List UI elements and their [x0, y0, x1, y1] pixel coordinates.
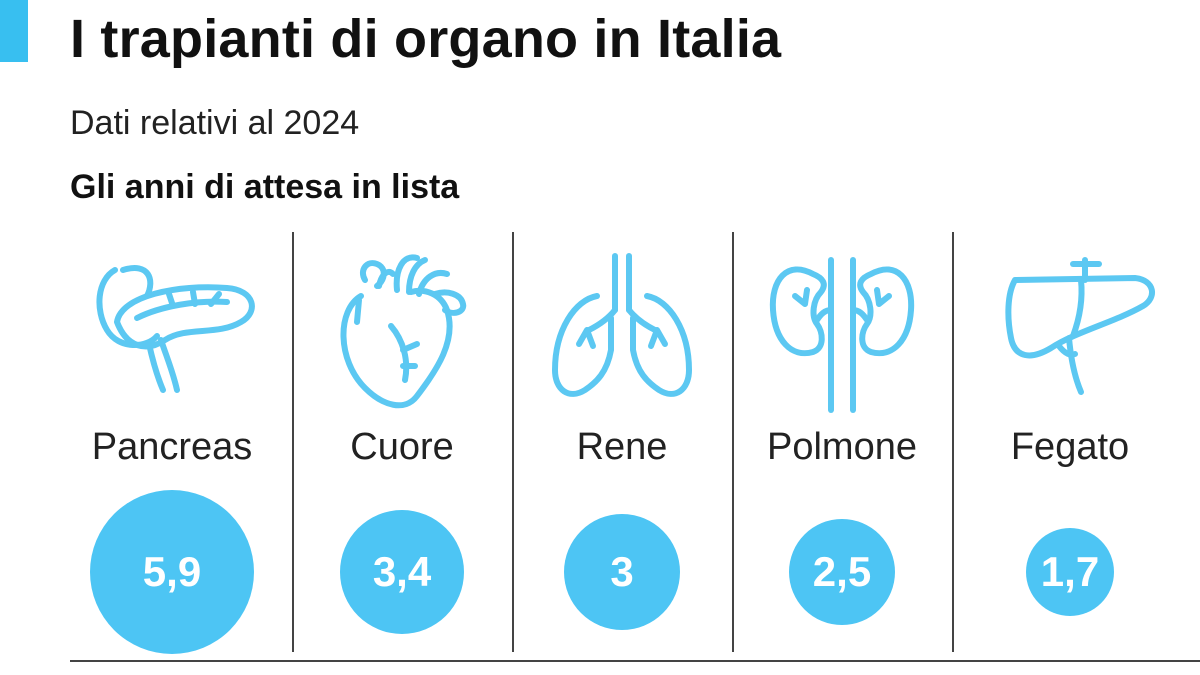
organ-label: Rene — [576, 426, 668, 468]
column-divider — [292, 232, 294, 652]
value-bubble: 3 — [563, 513, 681, 631]
kidney-icon — [769, 257, 915, 413]
column-divider — [952, 232, 954, 652]
chart-subtitle: Dati relativi al 2024 — [70, 104, 360, 142]
organ-column-rene: Rene 3 — [512, 240, 732, 650]
value-bubble: 3,4 — [339, 509, 465, 635]
organ-label: Cuore — [350, 426, 454, 468]
value-bubble: 1,7 — [1025, 527, 1115, 616]
organ-column-fegato: Fegato 1,7 — [960, 240, 1180, 650]
section-title: Gli anni di attesa in lista — [70, 168, 460, 206]
pancreas-icon — [96, 265, 255, 393]
organ-label: Fegato — [1010, 426, 1130, 468]
value-bubble: 5,9 — [90, 490, 254, 654]
lungs-icon — [552, 253, 692, 397]
organ-column-cuore: Cuore 3,4 — [292, 240, 512, 650]
accent-bar — [0, 0, 28, 62]
liver-icon — [1005, 257, 1155, 395]
chart-title: I trapianti di organo in Italia — [70, 9, 782, 69]
value-label: 1,7 — [1040, 547, 1100, 595]
heart-icon — [340, 254, 467, 409]
organ-column-pancreas: Pancreas 5,9 — [62, 240, 282, 654]
organ-label: Pancreas — [91, 426, 253, 468]
column-divider — [732, 232, 734, 652]
value-label: 3 — [610, 547, 634, 595]
value-bubble: 2,5 — [788, 518, 896, 626]
value-label: 5,9 — [142, 548, 202, 595]
organ-column-polmone: Polmone 2,5 — [732, 240, 952, 650]
column-divider — [512, 232, 514, 652]
organ-label: Polmone — [767, 426, 917, 468]
bottom-rule — [70, 660, 1200, 662]
value-label: 2,5 — [812, 547, 872, 595]
value-label: 3,4 — [372, 547, 432, 595]
